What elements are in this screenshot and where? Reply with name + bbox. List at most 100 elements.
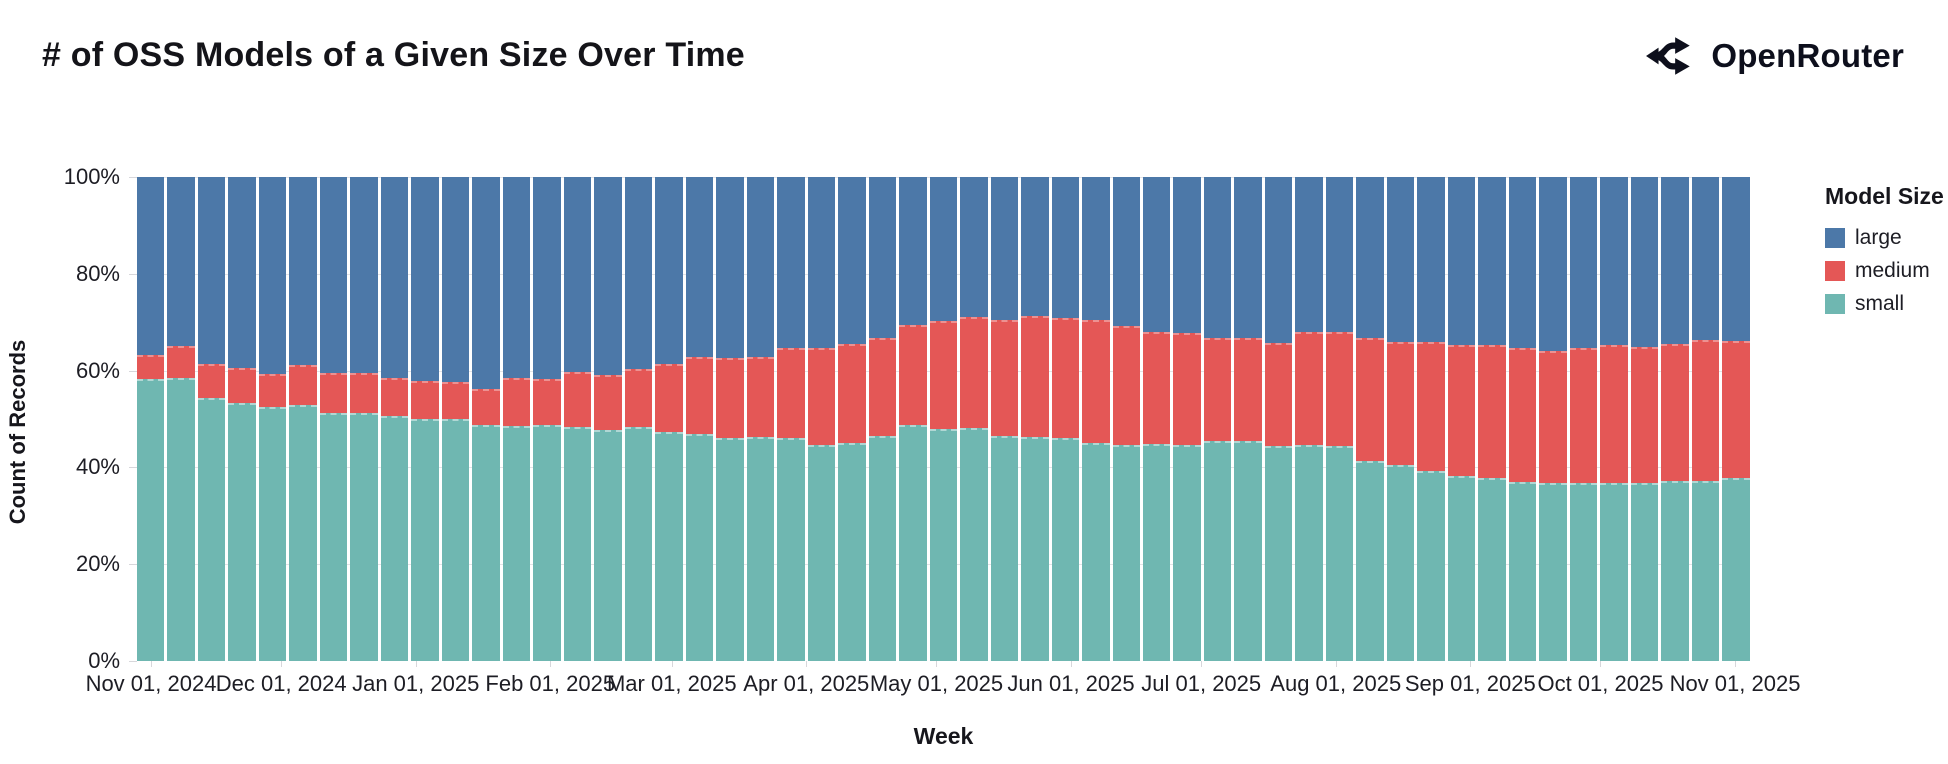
bar-week-13[interactable] [502, 176, 531, 661]
bar-segment-large[interactable] [716, 177, 744, 358]
bar-segment-large[interactable] [624, 177, 653, 369]
bar-segment-medium[interactable] [167, 345, 195, 378]
bar-segment-medium[interactable] [1112, 326, 1140, 446]
bar-week-51[interactable] [1661, 176, 1689, 661]
bar-segment-medium[interactable] [624, 368, 653, 428]
bar-week-39[interactable] [1295, 177, 1323, 661]
bar-segment-medium[interactable] [533, 379, 561, 425]
bar-segment-medium[interactable] [594, 375, 622, 431]
bar-segment-medium[interactable] [1173, 333, 1201, 446]
bar-segment-large[interactable] [289, 177, 317, 366]
bar-week-8[interactable] [350, 177, 378, 661]
bar-segment-small[interactable] [1142, 443, 1171, 661]
bar-segment-large[interactable] [137, 177, 165, 355]
bar-segment-large[interactable] [563, 177, 592, 373]
bar-week-28[interactable] [960, 176, 988, 661]
bar-segment-small[interactable] [899, 424, 927, 661]
bar-segment-large[interactable] [1661, 176, 1689, 344]
bar-segment-small[interactable] [167, 377, 195, 661]
bar-segment-small[interactable] [1356, 460, 1384, 661]
bar-segment-large[interactable] [1478, 177, 1506, 345]
bar-segment-medium[interactable] [1203, 337, 1232, 441]
bar-week-46[interactable] [1508, 177, 1537, 661]
bar-segment-medium[interactable] [777, 347, 805, 439]
bar-segment-small[interactable] [716, 437, 744, 661]
bar-segment-large[interactable] [1142, 177, 1171, 332]
bar-segment-small[interactable] [411, 418, 439, 661]
bar-week-31[interactable] [1051, 177, 1080, 661]
bar-week-1[interactable] [137, 177, 165, 661]
bar-segment-small[interactable] [533, 424, 561, 661]
bar-segment-medium[interactable] [1478, 344, 1506, 479]
bar-segment-medium[interactable] [502, 378, 531, 426]
bar-week-18[interactable] [655, 177, 683, 661]
bar-segment-small[interactable] [1478, 478, 1506, 661]
bar-segment-large[interactable] [380, 177, 409, 378]
bar-week-4[interactable] [228, 177, 256, 661]
bar-segment-small[interactable] [137, 379, 165, 661]
bar-segment-medium[interactable] [1691, 340, 1720, 482]
bar-segment-large[interactable] [1264, 177, 1293, 343]
bar-segment-medium[interactable] [716, 357, 744, 438]
bar-segment-medium[interactable] [1082, 319, 1110, 443]
bar-week-53[interactable] [1722, 177, 1750, 661]
bar-segment-small[interactable] [960, 427, 988, 661]
bar-segment-large[interactable] [1569, 177, 1598, 349]
bar-segment-large[interactable] [1630, 177, 1659, 348]
bar-segment-small[interactable] [1082, 442, 1110, 661]
bar-segment-medium[interactable] [868, 337, 897, 436]
bar-week-16[interactable] [594, 177, 622, 661]
bar-segment-medium[interactable] [563, 372, 592, 427]
bar-week-40[interactable] [1325, 177, 1354, 661]
bar-segment-large[interactable] [502, 176, 531, 379]
bar-week-6[interactable] [289, 177, 317, 661]
bar-segment-small[interactable] [380, 416, 409, 661]
bar-segment-large[interactable] [472, 177, 500, 390]
bar-segment-medium[interactable] [441, 382, 470, 419]
bar-segment-large[interactable] [807, 177, 836, 348]
bar-segment-medium[interactable] [899, 325, 927, 425]
bar-segment-small[interactable] [807, 444, 836, 661]
bar-segment-medium[interactable] [838, 343, 866, 443]
bar-segment-large[interactable] [1234, 177, 1262, 338]
bar-segment-large[interactable] [167, 177, 195, 346]
bar-segment-medium[interactable] [137, 354, 165, 380]
bar-segment-medium[interactable] [1295, 332, 1323, 445]
bar-segment-small[interactable] [1173, 445, 1201, 661]
bar-week-9[interactable] [380, 177, 409, 661]
bar-segment-medium[interactable] [1142, 331, 1171, 444]
bar-segment-small[interactable] [1203, 440, 1232, 661]
bar-week-22[interactable] [777, 177, 805, 661]
bar-week-10[interactable] [411, 177, 439, 661]
bar-segment-large[interactable] [1325, 177, 1354, 332]
bar-segment-medium[interactable] [1722, 341, 1750, 479]
bar-segment-small[interactable] [472, 424, 500, 661]
bar-segment-large[interactable] [197, 177, 226, 365]
bar-segment-medium[interactable] [1661, 343, 1689, 482]
bar-segment-large[interactable] [533, 177, 561, 380]
bar-segment-medium[interactable] [380, 377, 409, 417]
bar-segment-small[interactable] [1569, 482, 1598, 661]
bar-segment-medium[interactable] [1386, 342, 1415, 465]
bar-week-52[interactable] [1691, 177, 1720, 661]
bar-segment-medium[interactable] [1021, 315, 1049, 437]
bar-segment-small[interactable] [990, 435, 1019, 661]
bar-segment-small[interactable] [228, 402, 256, 661]
bar-segment-small[interactable] [1264, 446, 1293, 661]
bar-segment-large[interactable] [258, 177, 287, 375]
bar-segment-small[interactable] [1447, 476, 1476, 661]
bar-week-35[interactable] [1173, 176, 1201, 661]
bar-segment-large[interactable] [1600, 177, 1628, 346]
bar-segment-medium[interactable] [1417, 342, 1445, 472]
bar-segment-large[interactable] [411, 177, 439, 382]
bar-segment-medium[interactable] [1264, 342, 1293, 447]
bar-segment-large[interactable] [1295, 177, 1323, 333]
bar-week-5[interactable] [258, 177, 287, 661]
bar-segment-large[interactable] [1417, 176, 1445, 343]
bar-segment-large[interactable] [1691, 177, 1720, 341]
bar-week-36[interactable] [1203, 177, 1232, 661]
bar-segment-large[interactable] [319, 177, 348, 374]
bar-segment-large[interactable] [1021, 177, 1049, 316]
bar-week-21[interactable] [746, 177, 775, 661]
bar-segment-large[interactable] [350, 177, 378, 374]
